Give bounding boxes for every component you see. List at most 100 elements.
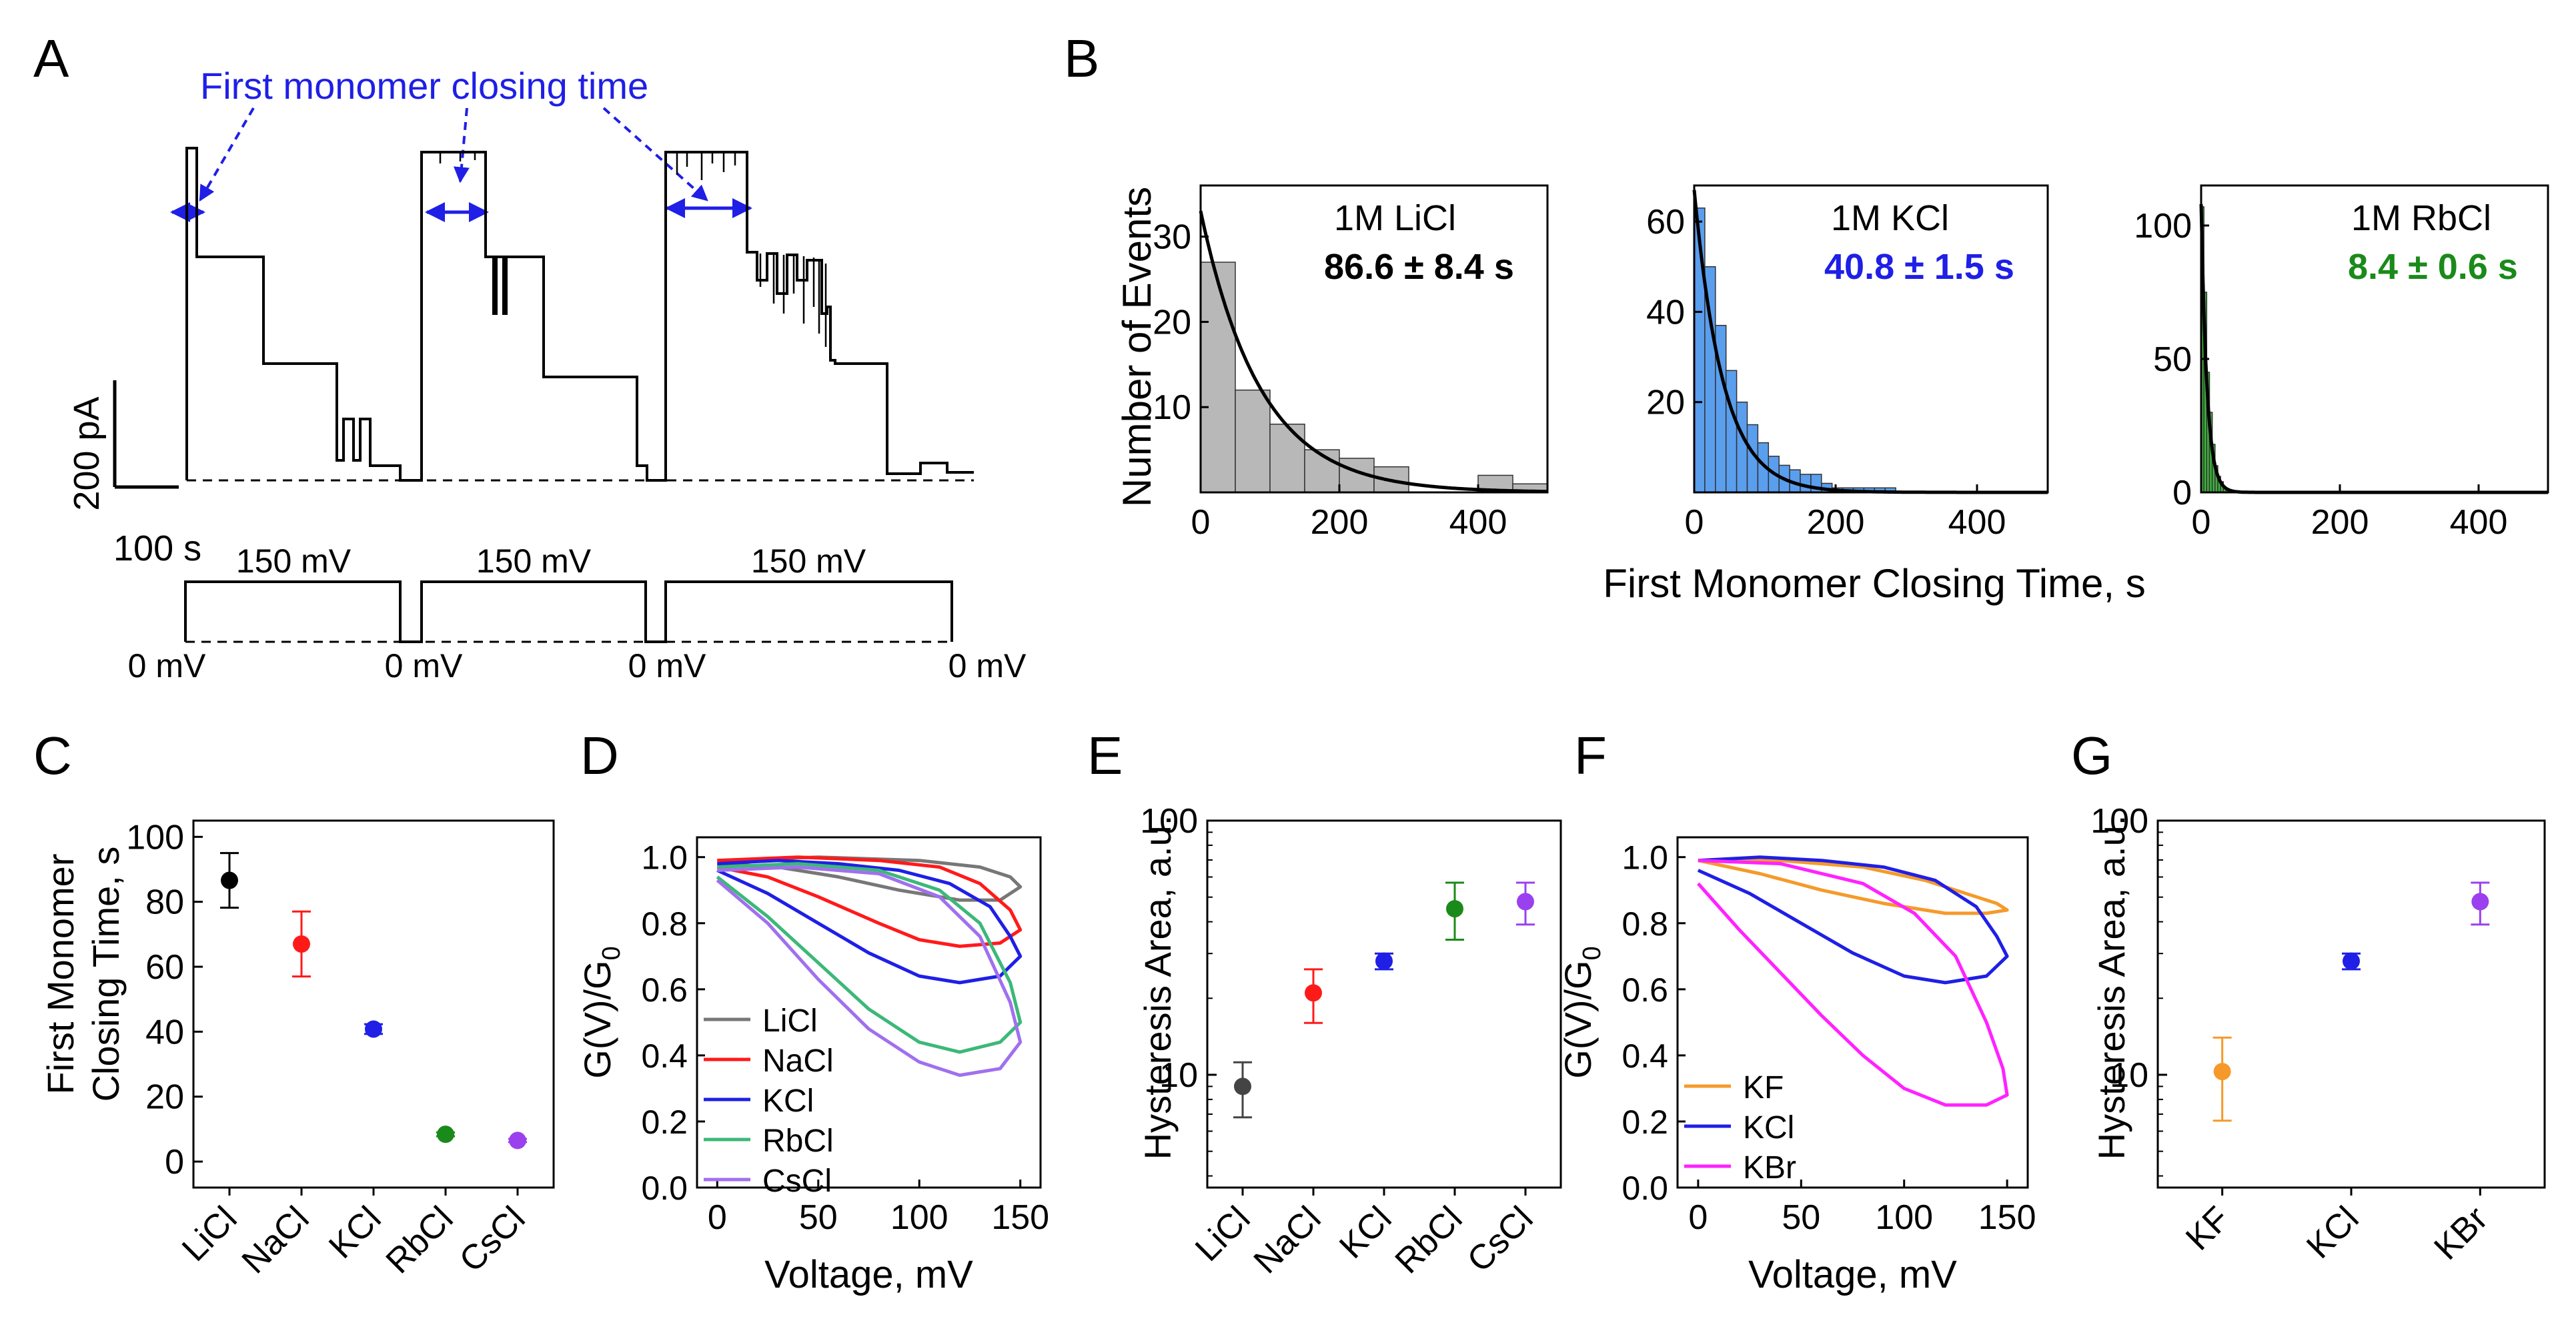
data-point	[1446, 900, 1463, 918]
histogram-kcl-title: 1M KCl	[1831, 198, 1949, 238]
conductance-hysteresis-potassium: 0 50 100 150 0.0 0.2 0.4 0.6 0.8 1.0 Voltage, mV G(…	[1557, 836, 2036, 1296]
x-tick-label: 150	[1978, 1198, 2036, 1237]
legend-label: CsCl	[762, 1164, 832, 1199]
zero-mv-label-1: 0 mV	[128, 647, 206, 685]
plot-frame	[2200, 184, 2549, 494]
x-tick-label: KBr	[2427, 1199, 2495, 1267]
y-tick-label: 10	[1153, 388, 1191, 427]
data-point	[1234, 1077, 1251, 1095]
histogram-licl-title: 1M LiCl	[1334, 198, 1456, 238]
x-axis-label: Voltage, mV	[764, 1253, 973, 1296]
y-tick-label: 20	[1153, 303, 1191, 342]
plot-frame	[2156, 819, 2546, 1189]
panel-label-c: C	[33, 726, 72, 785]
zero-mv-label-3: 0 mV	[628, 647, 706, 685]
voltage-protocol	[184, 580, 953, 643]
x-tick-label: 0	[2192, 503, 2211, 542]
y-axis-label: G(V)/G0	[1557, 946, 1606, 1078]
legend-label: KF	[1743, 1070, 1784, 1105]
panel-c-ylabel-line1: First Monomer	[39, 854, 81, 1095]
x-tick-label: 0	[708, 1198, 727, 1237]
x-tick-label: 200	[1311, 503, 1369, 542]
x-tick-label: NaCl	[1247, 1199, 1329, 1281]
plot-frame	[192, 819, 555, 1189]
y-axis-label-main: G(V)/G	[576, 960, 618, 1078]
x-tick-label: CsCl	[452, 1199, 533, 1280]
y-tick-label: 40	[1646, 293, 1685, 332]
x-tick-label: 50	[1782, 1198, 1820, 1237]
data-point	[2471, 893, 2489, 911]
scalebar-current-label: 200 pA	[67, 396, 107, 510]
x-tick-label: 400	[1948, 503, 2006, 542]
closing-time-annotation: First monomer closing time	[200, 65, 648, 107]
data-point	[221, 871, 238, 889]
voltage-label-3: 150 mV	[751, 542, 866, 580]
annotation-arrow-2	[454, 107, 470, 183]
y-tick-label: 1.0	[641, 839, 688, 877]
plot-frame	[696, 836, 1042, 1189]
data-point	[2213, 1063, 2231, 1081]
x-tick-label: LiCl	[1188, 1199, 1257, 1268]
y-tick-label: 0.0	[641, 1170, 688, 1207]
y-tick-label: 100	[1140, 802, 1198, 841]
x-tick-label: KCl	[321, 1199, 388, 1266]
histogram-rbcl-title: 1M RbCl	[2351, 198, 2491, 238]
y-tick-label: 60	[1646, 203, 1685, 242]
panel-label-g: G	[2071, 726, 2112, 785]
y-tick-label: 80	[145, 883, 184, 922]
voltage-label-1: 150 mV	[236, 542, 352, 580]
legend-label: KCl	[762, 1083, 814, 1119]
hysteresis-loop-cscl	[716, 865, 1023, 1077]
x-tick-label: 0	[1688, 1198, 1708, 1237]
x-tick-label: 0	[1685, 503, 1704, 542]
x-tick-label: RbCl	[1388, 1199, 1470, 1281]
panel-b-xlabel: First Monomer Closing Time, s	[1603, 561, 2146, 606]
histogram-licl-value: 86.6 ± 8.4 s	[1324, 247, 1514, 287]
legend-label: NaCl	[762, 1043, 834, 1079]
panel-g-ylabel: Hysteresis Area, a.u.	[2090, 815, 2132, 1160]
x-axis-label: Voltage, mV	[1748, 1253, 1957, 1296]
plot-frame	[1693, 184, 2049, 494]
x-tick-label: 50	[799, 1198, 838, 1237]
legend-label: KCl	[1743, 1110, 1794, 1146]
zero-mv-label-4: 0 mV	[948, 647, 1027, 685]
y-tick-label: 0.8	[641, 905, 688, 943]
y-tick-label: 0.4	[1622, 1037, 1668, 1075]
y-axis-label-subscript: 0	[598, 946, 626, 960]
x-tick-label: 100	[1875, 1198, 1933, 1237]
x-tick-label: NaCl	[235, 1199, 317, 1281]
panel-label-a: A	[33, 29, 69, 88]
x-tick-label: LiCl	[175, 1199, 244, 1268]
y-tick-label: 100	[2134, 207, 2192, 246]
current-trace	[185, 147, 974, 482]
histogram-bar	[1269, 424, 1305, 493]
y-tick-label: 20	[145, 1078, 184, 1117]
y-tick-label: 0.6	[641, 971, 688, 1009]
x-tick-label: KF	[2178, 1199, 2237, 1258]
y-tick-label: 0.8	[1622, 905, 1668, 943]
y-tick-label: 20	[1646, 384, 1685, 422]
y-tick-label: 50	[2153, 340, 2192, 379]
y-axis-label-main: G(V)/G	[1557, 960, 1599, 1078]
histogram-bar	[1200, 262, 1236, 493]
y-tick-label: 100	[2090, 802, 2148, 841]
scalebar-time-label: 100 s	[113, 528, 201, 568]
x-tick-label: 0	[1191, 503, 1211, 542]
voltage-label-2: 150 mV	[476, 542, 592, 580]
histogram-bar	[1725, 370, 1738, 493]
panel-label-b: B	[1064, 29, 1099, 88]
hysteresis-area-potassium: 10 100 KF KCl KBr	[2090, 802, 2546, 1268]
x-tick-label: KCl	[2299, 1199, 2366, 1266]
data-point	[1375, 952, 1393, 970]
plot-frame	[1199, 184, 1549, 494]
x-tick-label: RbCl	[379, 1199, 461, 1281]
trace-noise	[439, 152, 827, 347]
x-tick-label: 400	[2450, 503, 2508, 542]
histogram-bar	[1800, 474, 1812, 493]
panel-e-ylabel: Hysteresis Area, a.u.	[1137, 815, 1179, 1160]
x-tick-label: 150	[991, 1198, 1049, 1237]
hysteresis-loop-licl	[717, 855, 1023, 902]
histogram-kcl-value: 40.8 ± 1.5 s	[1824, 247, 2014, 287]
y-tick-label: 100	[126, 818, 184, 857]
